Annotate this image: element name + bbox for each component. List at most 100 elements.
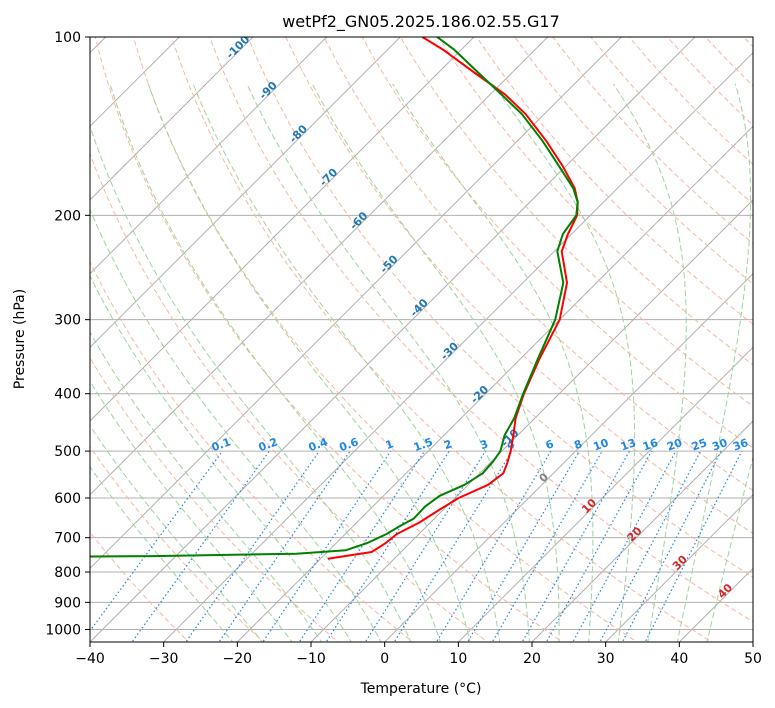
moist-adiabat-line: [311, 83, 560, 642]
chart-title: wetPf2_GN05.2025.186.02.55.G17: [282, 12, 560, 32]
mixing-ratio-line: [545, 450, 653, 642]
y-tick-label: 500: [54, 444, 81, 460]
moist-adiabat-line: [492, 83, 636, 642]
x-tick-label: −30: [149, 651, 179, 667]
axes: −40 −30 −20 −10 0 10 20 30 40 5010020030040050060…: [45, 30, 762, 667]
dry-adiabat-line: [437, 37, 753, 366]
y-tick-label: 600: [54, 491, 81, 507]
mixing-ratio-label: 30: [710, 436, 729, 454]
y-tick-label: 800: [54, 565, 81, 581]
y-axis-title: Pressure (hPa): [12, 289, 28, 389]
x-tick-label: −20: [223, 651, 253, 667]
isotherm-line: [383, 272, 753, 642]
mixing-ratio-label: 25: [690, 436, 709, 453]
mixing-ratio-label: 36: [731, 436, 750, 454]
isotherm-line: [531, 420, 753, 642]
x-tick-label: 40: [670, 651, 688, 667]
mixing-ratio-line: [572, 450, 677, 642]
mixing-ratio-label: 6: [544, 437, 556, 452]
dry-adiabat-line: [399, 37, 753, 407]
plot-background: [90, 37, 753, 642]
moist-adiabat-line: [246, 83, 530, 642]
isotherm-line: [604, 493, 753, 642]
isotherm-line: [752, 641, 753, 642]
moist-adiabat-line: [90, 124, 412, 642]
mixing-ratio-label: 0.6: [338, 435, 361, 454]
moist-adiabat-line: [706, 455, 753, 642]
dry-adiabat-line: [90, 152, 489, 642]
x-tick-label: 30: [597, 651, 615, 667]
isotherm-line: [90, 37, 549, 496]
dry-adiabat-line: [476, 37, 753, 325]
mixing-ratio-label: 8: [572, 437, 584, 452]
mixing-ratio-label: 10: [591, 436, 610, 454]
moist-adiabat-line: [109, 83, 441, 642]
mixing-ratio-label: 0.2: [257, 435, 280, 454]
mixing-ratio-line: [185, 450, 320, 642]
isotherm-line: [90, 37, 254, 201]
y-tick-label: 100: [54, 30, 81, 46]
moist-adiabat-line: [90, 331, 323, 642]
moist-adiabat-line: [90, 208, 382, 642]
temperature-profile-line: [327, 37, 579, 560]
y-tick-label: 1000: [45, 622, 81, 638]
profile-series: [90, 37, 579, 560]
mixing-ratio-line: [435, 450, 552, 642]
mixing-ratio-label: 20: [665, 436, 684, 454]
isotherm-line: [236, 125, 753, 642]
moist-adiabat-line: [392, 83, 594, 642]
x-tick-label: 0: [380, 651, 389, 667]
moist-adiabat-line: [147, 83, 471, 642]
mixing-ratio-label: 3: [478, 437, 490, 452]
isotherm-line: [310, 199, 753, 642]
isotherm-line: [90, 37, 475, 422]
background-lines: [90, 37, 753, 642]
mixing-ratio-label: 0.4: [307, 435, 330, 454]
isotherm-line: [90, 37, 402, 349]
moist-adiabat-line: [613, 83, 687, 642]
x-tick-label: 20: [523, 651, 541, 667]
x-tick-label: −40: [75, 651, 105, 667]
dry-adiabat-line: [132, 37, 638, 642]
isotherm-line: [457, 346, 753, 642]
mixing-ratio-label: 16: [641, 436, 660, 454]
mixing-ratio-label: 2: [442, 437, 454, 452]
y-tick-label: 400: [54, 387, 81, 403]
isotherm-line: [90, 37, 328, 275]
mixing-ratio-label: 1.5: [412, 435, 435, 454]
moist-adiabat-line: [676, 83, 752, 642]
isotherm-line: [162, 51, 753, 642]
mixing-ratio-line: [644, 450, 743, 642]
x-tick-label: 10: [449, 651, 467, 667]
dewpoint-profile-line: [90, 37, 579, 558]
mixing-ratio-line: [90, 450, 223, 632]
mixing-ratio-line: [393, 450, 513, 642]
dry-adiabat-line: [209, 37, 753, 623]
mixing-ratio-label: 13: [619, 436, 638, 453]
dry-adiabat-line: [171, 37, 713, 642]
x-tick-label: −10: [296, 651, 326, 667]
isotherm-line: [90, 37, 696, 642]
mixing-ratio-line: [298, 450, 425, 642]
mixing-ratio-line: [521, 450, 631, 642]
dry-adiabat-line: [90, 531, 190, 642]
moist-adiabat-line: [90, 466, 234, 642]
y-tick-label: 300: [54, 313, 81, 329]
x-tick-label: 50: [744, 651, 762, 667]
y-tick-label: 700: [54, 531, 81, 547]
dry-adiabat-line: [90, 260, 414, 642]
dry-adiabat-line: [361, 37, 753, 449]
mixing-ratio-line: [218, 450, 351, 642]
x-axis-title: Temperature (°C): [360, 681, 482, 697]
y-tick-label: 900: [54, 595, 81, 611]
mixing-ratio-line: [621, 450, 722, 642]
mixing-ratio-label: 1: [384, 437, 396, 452]
mixing-ratio-label: 0.1: [210, 435, 233, 454]
dry-adiabat-line: [90, 356, 339, 642]
mixing-ratio-line: [466, 450, 580, 642]
y-tick-label: 200: [54, 208, 81, 224]
plot-frame: [89, 36, 754, 643]
moist-adiabat-line: [192, 83, 501, 642]
mixing-ratio-line: [491, 450, 603, 642]
